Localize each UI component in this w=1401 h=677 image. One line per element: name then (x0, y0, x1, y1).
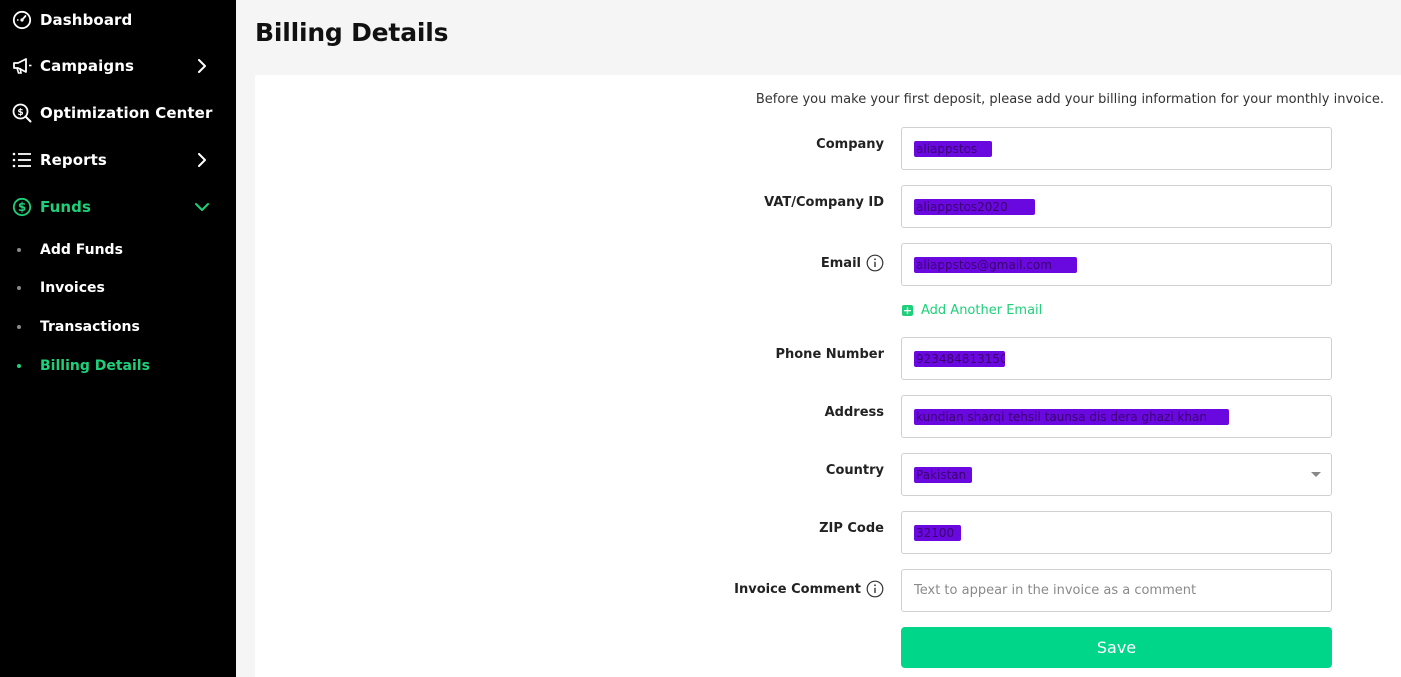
email-label: Email (821, 254, 884, 272)
intro-text: Before you make your first deposit, plea… (755, 92, 1384, 107)
vat-label-text: VAT/Company ID (764, 195, 884, 210)
company-label: Company (816, 137, 884, 152)
email-field[interactable]: aliappstos@gmail.com (901, 243, 1332, 286)
sidebar-subitem-invoices[interactable]: Invoices (0, 273, 236, 303)
plus-icon: + (902, 304, 913, 317)
chevron-right-icon (192, 56, 212, 76)
sidebar-item-campaigns[interactable]: Campaigns (0, 46, 236, 86)
sidebar-item-label: Optimization Center (40, 104, 213, 122)
redacted-value: Pakistan (914, 466, 972, 483)
invoice-comment-label: Invoice Comment (734, 580, 884, 598)
company-field[interactable]: aliappstos (901, 127, 1332, 170)
phone-field[interactable]: 923484813150 (901, 337, 1332, 380)
zip-label: ZIP Code (819, 521, 884, 536)
magnifier-dollar-icon: $ (11, 102, 33, 124)
redacted-value: kundian sharqi tehsil taunsa dis dera gh… (914, 408, 1229, 425)
company-label-text: Company (816, 137, 884, 152)
redacted-value: aliappstos2020 (914, 198, 1035, 215)
svg-text:$: $ (18, 200, 26, 214)
phone-label-text: Phone Number (775, 347, 884, 362)
sidebar-subitem-label: Add Funds (40, 242, 123, 258)
sidebar-item-optimization-center[interactable]: $ Optimization Center (0, 93, 236, 133)
zip-field[interactable]: 32100 (901, 511, 1332, 554)
megaphone-icon (11, 55, 33, 77)
country-label: Country (826, 463, 884, 478)
redacted-value: aliappstos@gmail.com (914, 256, 1077, 273)
invoice-comment-label-text: Invoice Comment (734, 581, 861, 597)
redacted-value: 32100 (914, 524, 961, 541)
address-field[interactable]: kundian sharqi tehsil taunsa dis dera gh… (901, 395, 1332, 438)
sidebar-item-reports[interactable]: Reports (0, 140, 236, 180)
page-title: Billing Details (255, 18, 449, 47)
vat-label: VAT/Company ID (764, 195, 884, 210)
sidebar-subitem-label: Billing Details (40, 358, 150, 374)
add-another-email-text: Add Another Email (921, 303, 1043, 318)
country-select[interactable]: Pakistan (901, 453, 1332, 496)
sidebar-subitem-transactions[interactable]: Transactions (0, 312, 236, 342)
billing-form-card: Before you make your first deposit, plea… (255, 75, 1401, 677)
sidebar-item-label: Reports (40, 151, 107, 169)
phone-label: Phone Number (775, 347, 884, 362)
vat-field[interactable]: aliappstos2020 (901, 185, 1332, 228)
sidebar-subitem-label: Invoices (40, 280, 105, 296)
bullet-dot (17, 364, 21, 368)
sidebar-subitem-label: Transactions (40, 319, 140, 335)
save-button[interactable]: Save (901, 627, 1332, 668)
list-icon (11, 149, 33, 171)
invoice-comment-field[interactable] (901, 569, 1332, 612)
dashboard-gauge-icon (11, 9, 33, 31)
redacted-value: aliappstos (914, 140, 992, 157)
bullet-dot (17, 248, 21, 252)
info-icon[interactable] (866, 254, 884, 272)
dollar-circle-icon: $ (11, 196, 33, 218)
sidebar-subitem-add-funds[interactable]: Add Funds (0, 235, 236, 265)
sidebar-item-label: Campaigns (40, 57, 135, 75)
address-label: Address (825, 405, 884, 420)
sidebar: Dashboard Campaigns $ Optimization Cente… (0, 0, 236, 677)
zip-label-text: ZIP Code (819, 521, 884, 536)
dropdown-caret-icon (1311, 472, 1321, 477)
redacted-value: 923484813150 (914, 350, 1005, 367)
sidebar-item-funds[interactable]: $ Funds (0, 187, 236, 227)
svg-text:$: $ (17, 108, 23, 118)
bullet-dot (17, 286, 21, 290)
sidebar-item-label: Funds (40, 198, 92, 216)
sidebar-item-label: Dashboard (40, 11, 133, 29)
invoice-comment-input[interactable] (914, 570, 1331, 611)
email-label-text: Email (820, 255, 861, 271)
chevron-right-icon (192, 150, 212, 170)
country-label-text: Country (825, 463, 884, 478)
info-icon[interactable] (866, 580, 884, 598)
address-label-text: Address (824, 405, 884, 420)
add-another-email-link[interactable]: + Add Another Email (902, 303, 1042, 318)
chevron-down-icon (192, 197, 212, 217)
sidebar-item-dashboard[interactable]: Dashboard (0, 0, 236, 40)
bullet-dot (17, 325, 21, 329)
sidebar-subitem-billing-details[interactable]: Billing Details (0, 351, 236, 381)
